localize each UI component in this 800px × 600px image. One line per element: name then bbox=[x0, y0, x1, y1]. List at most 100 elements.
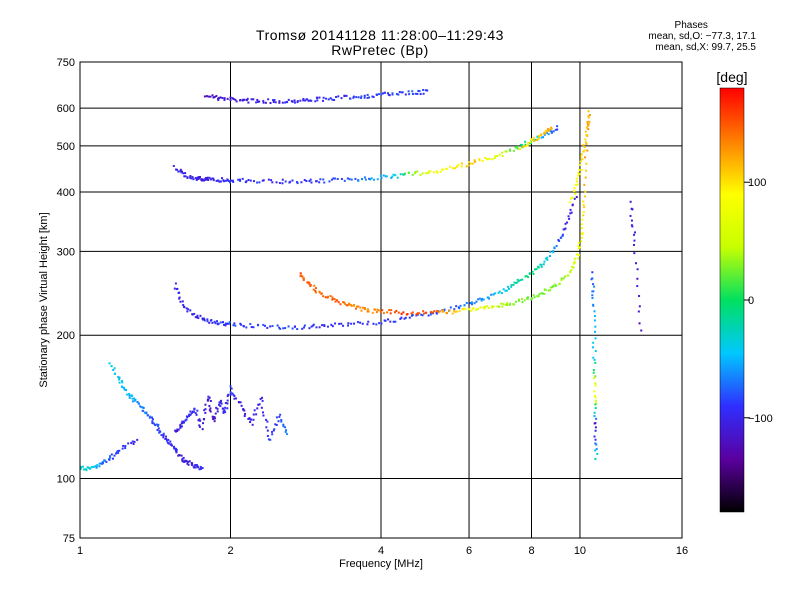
data-point bbox=[266, 420, 269, 423]
data-point bbox=[403, 317, 406, 320]
data-point bbox=[284, 180, 287, 183]
data-point bbox=[396, 176, 399, 179]
data-point bbox=[477, 298, 480, 301]
data-point bbox=[593, 422, 596, 425]
data-point bbox=[456, 165, 459, 168]
data-point bbox=[278, 415, 281, 418]
data-point bbox=[572, 262, 575, 265]
data-point bbox=[424, 89, 427, 92]
data-point bbox=[594, 399, 597, 402]
data-point bbox=[564, 227, 567, 230]
data-point bbox=[541, 292, 544, 295]
data-point bbox=[256, 407, 259, 410]
data-point bbox=[350, 178, 353, 181]
data-point bbox=[376, 308, 379, 311]
data-point bbox=[429, 311, 432, 314]
data-point bbox=[137, 402, 140, 405]
data-point bbox=[515, 282, 518, 285]
data-point bbox=[543, 133, 546, 136]
data-point bbox=[543, 292, 546, 295]
data-point bbox=[492, 305, 495, 308]
data-point bbox=[340, 97, 343, 100]
data-point bbox=[198, 424, 201, 427]
data-point bbox=[188, 415, 191, 418]
data-point bbox=[478, 158, 481, 161]
data-point bbox=[326, 325, 329, 328]
data-point bbox=[407, 90, 410, 93]
data-point bbox=[638, 305, 641, 308]
data-point bbox=[280, 418, 283, 421]
data-point bbox=[557, 238, 560, 241]
data-point bbox=[196, 314, 199, 317]
data-point bbox=[577, 174, 580, 177]
data-point bbox=[346, 177, 349, 180]
data-point bbox=[340, 177, 343, 180]
data-point bbox=[300, 181, 303, 184]
data-point bbox=[157, 423, 160, 426]
data-point bbox=[519, 148, 522, 151]
data-point bbox=[180, 425, 183, 428]
data-point bbox=[180, 170, 183, 173]
data-point bbox=[491, 158, 494, 161]
data-point bbox=[127, 442, 130, 445]
data-point bbox=[203, 95, 206, 98]
data-point bbox=[537, 135, 540, 138]
data-point bbox=[95, 466, 98, 469]
data-point bbox=[112, 457, 115, 460]
data-point bbox=[296, 328, 299, 331]
data-point bbox=[399, 173, 402, 176]
data-point bbox=[162, 432, 165, 435]
data-point bbox=[553, 283, 556, 286]
data-point bbox=[595, 417, 598, 420]
y-tick-label: 75 bbox=[63, 533, 75, 545]
data-point bbox=[414, 92, 417, 95]
data-point bbox=[455, 305, 458, 308]
data-point bbox=[322, 295, 325, 298]
data-point bbox=[587, 110, 590, 113]
data-point bbox=[211, 321, 214, 324]
data-point bbox=[584, 195, 587, 198]
data-point bbox=[487, 296, 490, 299]
data-point bbox=[208, 409, 211, 412]
data-point bbox=[482, 306, 485, 309]
data-point bbox=[257, 100, 260, 103]
data-point bbox=[561, 234, 564, 237]
data-point bbox=[443, 308, 446, 311]
data-point bbox=[548, 129, 551, 132]
data-point bbox=[469, 302, 472, 305]
data-point bbox=[212, 96, 215, 99]
data-point bbox=[561, 233, 564, 236]
data-point bbox=[373, 178, 376, 181]
data-point bbox=[258, 181, 261, 184]
data-point bbox=[182, 456, 185, 459]
data-point bbox=[194, 176, 197, 179]
data-point bbox=[531, 270, 534, 273]
data-point bbox=[422, 88, 425, 91]
data-point bbox=[179, 170, 182, 173]
data-point bbox=[175, 450, 178, 453]
colorbar-ticks: 100 0 −100 bbox=[744, 177, 773, 425]
data-point bbox=[262, 101, 265, 104]
data-point bbox=[162, 436, 165, 439]
data-point bbox=[448, 309, 451, 312]
data-point bbox=[571, 196, 574, 199]
data-point bbox=[80, 465, 82, 468]
data-point bbox=[460, 165, 463, 168]
data-point bbox=[242, 324, 245, 327]
data-point bbox=[468, 161, 471, 164]
data-point bbox=[577, 241, 580, 244]
data-point bbox=[262, 100, 265, 103]
data-point bbox=[198, 176, 201, 179]
data-point bbox=[451, 167, 454, 170]
data-point bbox=[304, 99, 307, 102]
data-point bbox=[538, 293, 541, 296]
data-point bbox=[553, 247, 556, 250]
data-point bbox=[271, 433, 274, 436]
data-point bbox=[580, 155, 583, 158]
data-point bbox=[564, 222, 567, 225]
data-point bbox=[592, 290, 595, 293]
data-point bbox=[278, 182, 281, 185]
data-point bbox=[508, 148, 511, 151]
data-point bbox=[410, 312, 413, 315]
data-point bbox=[361, 178, 364, 181]
